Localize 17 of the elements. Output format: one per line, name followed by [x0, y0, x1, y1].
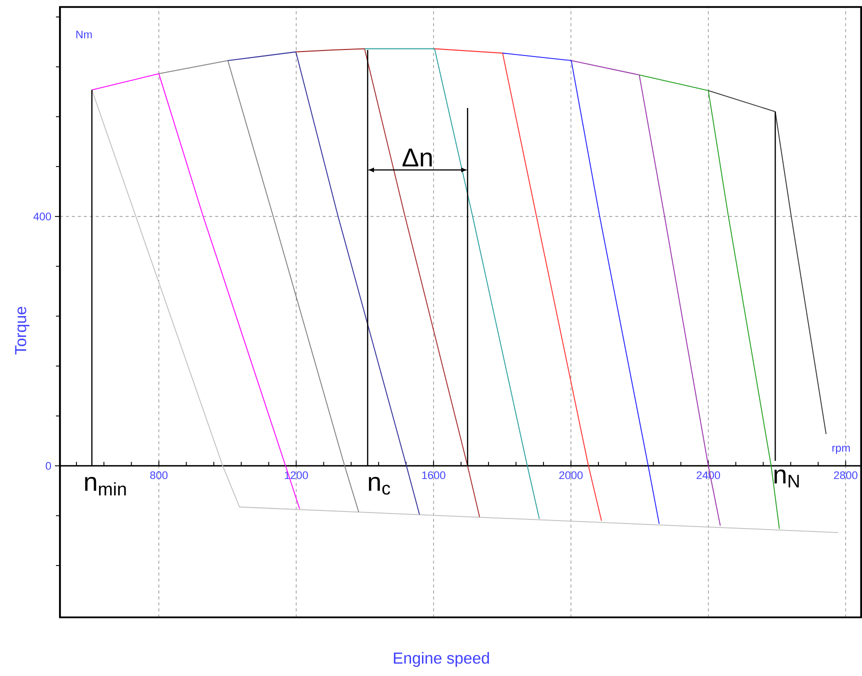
line-series	[502, 52, 660, 524]
annotation: rpm	[832, 446, 850, 454]
annotation: n$_{min}$	[85, 476, 126, 496]
y-tick-label: 0	[46, 462, 52, 470]
x-tick-label: 2800	[834, 471, 858, 479]
x-axis-title: Engine speed	[394, 652, 489, 667]
annotation: Nm	[76, 30, 92, 38]
x-tick-label: 2000	[559, 471, 583, 479]
y-axis-title: Torque	[15, 306, 30, 354]
annotation: n$_{c}$	[368, 476, 390, 494]
line-series	[708, 90, 827, 434]
x-tick-label: 1600	[422, 471, 446, 479]
y-tick-label: 400	[33, 212, 52, 220]
annotation: Δn	[402, 148, 432, 166]
annotation: n$_{N}$	[774, 469, 799, 488]
x-tick-label: 800	[150, 471, 168, 479]
line-series	[364, 48, 540, 520]
